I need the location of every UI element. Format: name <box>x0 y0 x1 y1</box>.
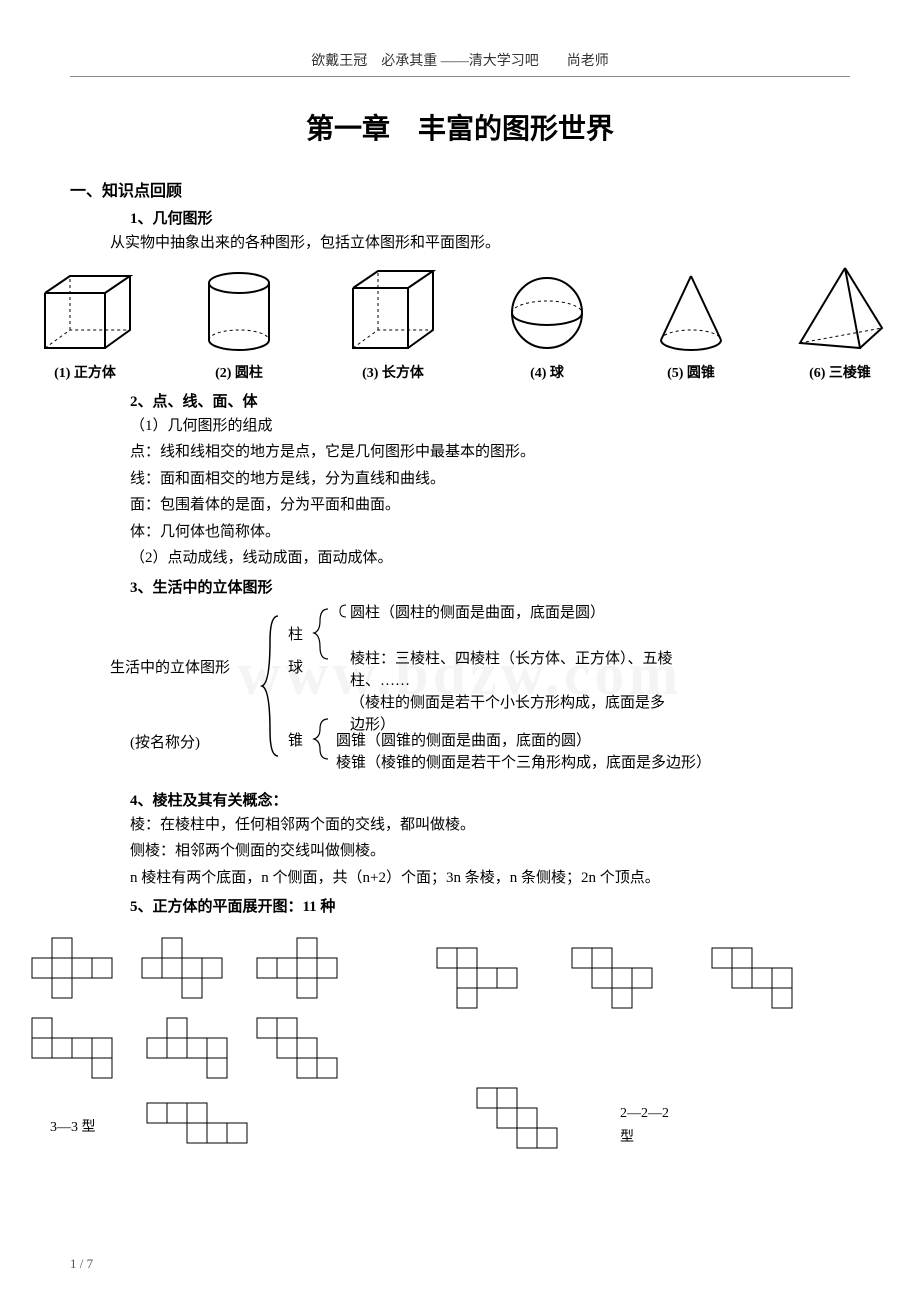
h4-l3: n 棱柱有两个底面，n 个侧面，共（n+2）个面；3n 条棱，n 条侧棱；2n … <box>130 867 850 890</box>
net-6 <box>710 946 840 1016</box>
chapter-title: 第一章 丰富的图形世界 <box>70 107 850 147</box>
h2-title: 2、点、线、面、体 <box>130 390 850 411</box>
shape-tri-pyramid: (6) 三棱锥 <box>790 263 890 382</box>
net-9 <box>255 1016 385 1086</box>
h1-title: 1、几何图形 <box>130 207 850 228</box>
shape-label-5: (5) 圆锥 <box>646 362 736 382</box>
h2-line: 线：面和面相交的地方是线，分为直线和曲线。 <box>130 468 850 491</box>
hier-lengzhui: 棱锥（棱锥的侧面是若干个三角形构成，底面是多边形） <box>336 751 711 777</box>
hier-root-sub: (按名称分) <box>130 731 200 757</box>
hier-zhu: 柱 <box>288 623 303 649</box>
h3-title: 3、生活中的立体图形 <box>130 576 850 597</box>
shape-cylinder: (2) 圆柱 <box>194 268 284 382</box>
h2-face: 面：包围着体的是面，分为平面和曲面。 <box>130 494 850 517</box>
net-label-222b: 型 <box>620 1126 634 1146</box>
h2-sub1: （1）几何图形的组成 <box>130 415 850 438</box>
h2-body: 体：几何体也简称体。 <box>130 521 850 544</box>
net-label-33: 3—3 型 <box>50 1116 96 1136</box>
hier-lengzhu3: （棱柱的侧面是若干个小长方形构成，底面是多 <box>350 691 665 717</box>
h4-title: 4、棱柱及其有关概念： <box>130 789 850 810</box>
shape-cone: (5) 圆锥 <box>646 268 736 382</box>
net-2 <box>140 936 270 1006</box>
shape-label-1: (1) 正方体 <box>30 362 140 382</box>
hier-yuanzhu: 圆柱（圆柱的侧面是曲面，底面是圆） <box>350 601 605 627</box>
h4-l1: 棱：在棱柱中，任何相邻两个面的交线，都叫做棱。 <box>130 814 850 837</box>
net-10 <box>145 1101 295 1156</box>
page-number: 1 / 7 <box>70 1256 93 1272</box>
shape-sphere: (4) 球 <box>502 268 592 382</box>
section-1-head: 一、知识点回顾 <box>70 177 850 201</box>
net-3 <box>255 936 385 1006</box>
net-label-222: 2—2—2 <box>620 1106 669 1122</box>
page-header: 欲戴王冠 必承其重 ——清大学习吧 尚老师 <box>70 50 850 77</box>
hier-qiu: 球 <box>288 656 303 682</box>
h2-point: 点：线和线相交的地方是点，它是几何图形中最基本的图形。 <box>130 441 850 464</box>
net-11 <box>475 1086 585 1166</box>
h5-title: 5、正方体的平面展开图：11 种 <box>130 895 850 916</box>
shape-cuboid: (3) 长方体 <box>338 263 448 382</box>
net-5 <box>570 946 700 1016</box>
shape-label-6: (6) 三棱锥 <box>790 362 890 382</box>
net-4 <box>435 946 565 1016</box>
h4-l2: 侧棱：相邻两个侧面的交线叫做侧棱。 <box>130 840 850 863</box>
cube-nets: 3—3 型 2—2—2 型 <box>30 926 870 1186</box>
shape-label-4: (4) 球 <box>502 362 592 382</box>
net-7 <box>30 1016 160 1086</box>
h2-sub2: （2）点动成线，线动成面，面动成体。 <box>130 547 850 570</box>
hier-zhui: 锥 <box>288 729 303 755</box>
shape-cube: (1) 正方体 <box>30 268 140 382</box>
hierarchy-diagram: 生活中的立体图形 (按名称分) 柱 球 锥 圆柱（圆柱的侧面是曲面，底面是圆） … <box>110 601 850 771</box>
h1-line1: 从实物中抽象出来的各种图形，包括立体图形和平面图形。 <box>110 232 850 255</box>
shapes-row: (1) 正方体 (2) 圆柱 (3) 长方体 <box>30 263 890 382</box>
shape-label-3: (3) 长方体 <box>338 362 448 382</box>
shape-label-2: (2) 圆柱 <box>194 362 284 382</box>
hier-root: 生活中的立体图形 <box>110 656 230 682</box>
